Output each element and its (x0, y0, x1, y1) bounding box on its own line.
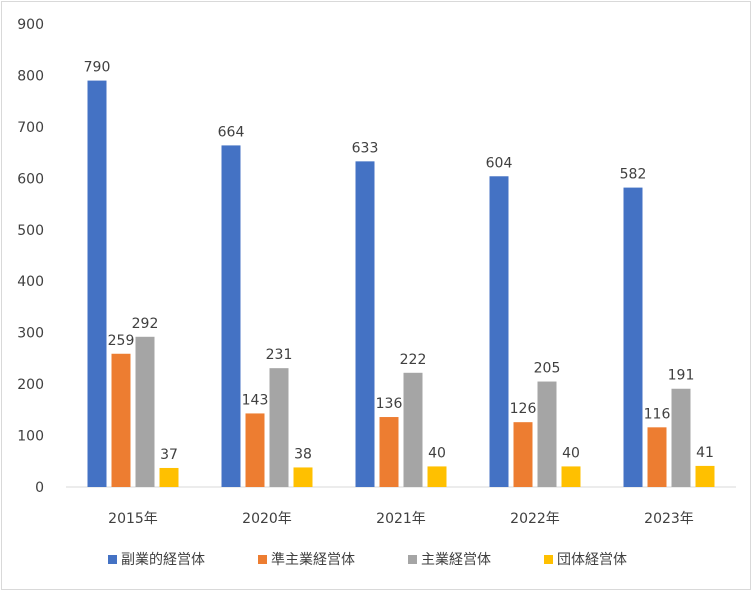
bar (695, 465, 715, 487)
y-tick-label: 0 (35, 480, 44, 496)
x-tick-label: 2020年 (242, 511, 292, 527)
bar (561, 466, 581, 487)
bar (489, 176, 509, 487)
y-tick-label: 600 (17, 171, 44, 187)
x-axis-ticks: 2015年 2020年 2021年 2022年 2023年 (108, 511, 694, 527)
bar (647, 427, 667, 487)
data-label: 582 (620, 167, 647, 183)
data-label: 292 (132, 316, 159, 332)
data-label: 205 (534, 361, 561, 377)
x-tick-label: 2022年 (510, 511, 560, 527)
legend-swatch (408, 555, 417, 564)
data-label: 143 (242, 392, 269, 408)
data-label: 136 (376, 396, 403, 412)
legend-label: 団体経営体 (557, 552, 627, 568)
bar (671, 388, 691, 487)
y-tick-label: 200 (17, 377, 44, 393)
legend-swatch (544, 555, 553, 564)
y-axis-ticks: 0 100 200 300 400 500 600 700 800 900 (17, 17, 44, 496)
bar (537, 381, 557, 487)
data-label: 38 (294, 446, 312, 462)
y-tick-label: 900 (17, 17, 44, 33)
data-label: 40 (428, 445, 446, 461)
data-label: 790 (84, 60, 111, 76)
data-label: 259 (108, 333, 135, 349)
bar (623, 187, 643, 488)
data-label: 222 (400, 352, 427, 368)
data-label: 604 (486, 155, 513, 171)
data-label: 40 (562, 445, 580, 461)
legend-label: 主業経営体 (421, 552, 491, 568)
legend-swatch (108, 555, 117, 564)
legend-swatch (258, 555, 267, 564)
y-tick-label: 100 (17, 429, 44, 445)
y-tick-label: 300 (17, 326, 44, 342)
x-tick-label: 2021年 (376, 511, 426, 527)
data-label: 633 (352, 140, 379, 156)
data-label: 191 (668, 368, 695, 384)
bar (245, 413, 265, 487)
legend-label: 準主業経営体 (271, 552, 355, 568)
bar (355, 161, 375, 487)
bar (513, 422, 533, 487)
data-label: 41 (696, 445, 714, 461)
bar (159, 467, 179, 487)
x-tick-label: 2023年 (644, 511, 694, 527)
bar (427, 466, 447, 487)
bar (111, 353, 131, 487)
data-label: 116 (644, 406, 671, 422)
data-label: 126 (510, 401, 537, 417)
bar (87, 80, 107, 487)
bar (379, 417, 399, 487)
y-tick-label: 400 (17, 274, 44, 290)
data-label: 37 (160, 447, 178, 463)
data-label: 664 (218, 124, 245, 140)
x-tick-label: 2015年 (108, 511, 158, 527)
y-tick-label: 700 (17, 120, 44, 136)
y-tick-label: 800 (17, 68, 44, 84)
bar (221, 145, 241, 488)
y-tick-label: 500 (17, 223, 44, 239)
bar (135, 336, 155, 487)
bars (87, 80, 715, 488)
bar (293, 467, 313, 487)
legend: 副業的経営体 準主業経営体 主業経営体 団体経営体 (108, 552, 627, 568)
legend-label: 副業的経営体 (121, 552, 205, 568)
data-label: 231 (266, 347, 293, 363)
bar (403, 372, 423, 487)
bar (269, 368, 289, 487)
